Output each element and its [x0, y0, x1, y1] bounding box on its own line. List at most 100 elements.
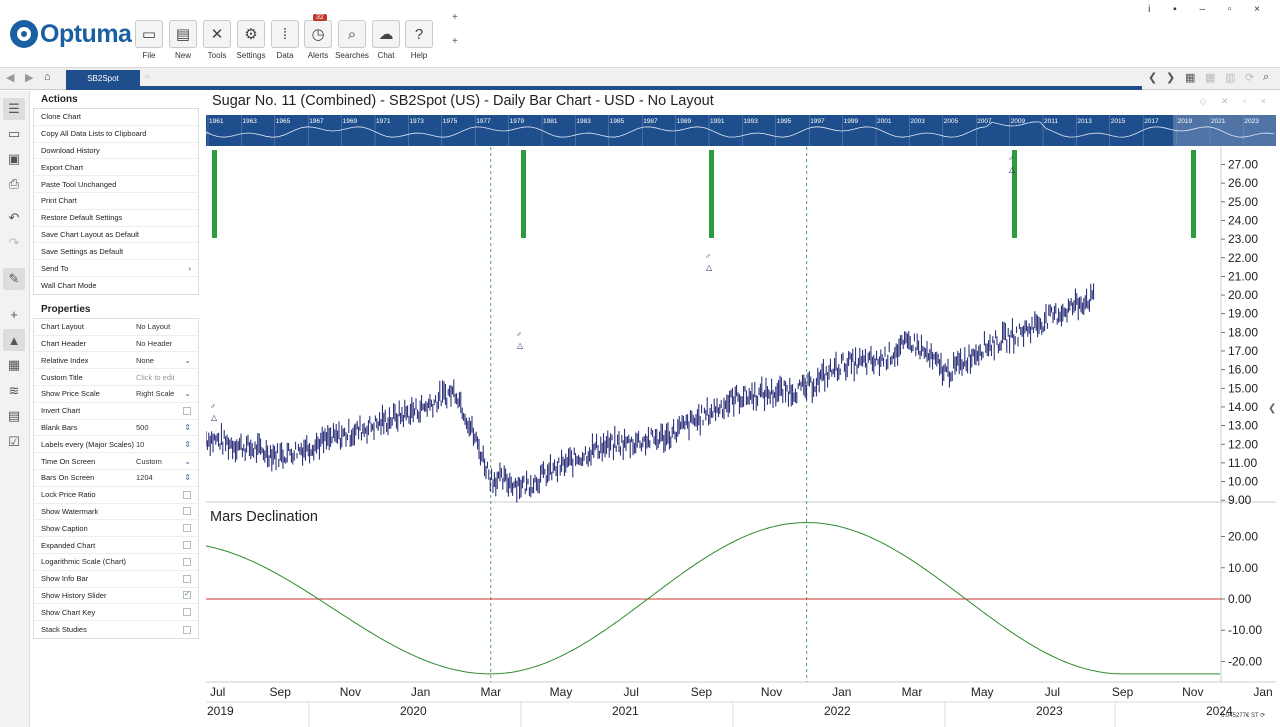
help-icon: ? [405, 20, 433, 48]
stepper-icon[interactable]: ⇕ [184, 439, 191, 449]
action-item[interactable]: Download History [34, 143, 198, 160]
property-value[interactable]: 1204 [136, 473, 153, 483]
property-row[interactable]: Bars On Screen 1204 ⇕ [34, 470, 198, 487]
open-folder-icon[interactable]: ▭ [7, 126, 21, 141]
layout-icon[interactable]: ▦ [1185, 72, 1196, 84]
checklist-icon[interactable]: ☑ [8, 434, 20, 449]
toolbar-file-button[interactable]: ▭ File [134, 20, 164, 60]
toolbar-new-button[interactable]: ▤ New [168, 20, 198, 60]
property-label: Show Watermark [41, 506, 99, 516]
grid-toggle-icon[interactable]: ▦ [7, 357, 21, 372]
history-year-label: 1975 [443, 118, 458, 125]
property-checkbox[interactable] [183, 557, 191, 566]
scroll-left-icon[interactable]: ❮ [1148, 72, 1158, 84]
toolbar-searches-button[interactable]: ⌕ Searches [335, 20, 369, 60]
property-row[interactable]: Show Chart Key [34, 604, 198, 622]
property-value[interactable]: Right Scale [136, 389, 175, 399]
redo-icon[interactable]: ↷ [8, 235, 20, 250]
property-row[interactable]: Lock Price Ratio [34, 487, 198, 504]
property-value[interactable]: No Header [136, 338, 173, 348]
toolbar-alerts-button[interactable]: ◷ 32 Alerts [303, 14, 333, 60]
toolbar-data-button[interactable]: ⁞ Data [270, 20, 300, 60]
action-item[interactable]: Save Settings as Default [34, 243, 198, 261]
property-checkbox[interactable]: ✓ [183, 591, 191, 600]
property-value[interactable]: Custom [136, 456, 162, 466]
toolbar-tools-button[interactable]: ✕ Tools [202, 20, 232, 60]
stepper-icon[interactable]: ⇕ [184, 422, 191, 432]
property-row[interactable]: Show History Slider ✓ [34, 588, 198, 605]
wrench-icon[interactable]: ✎ [3, 268, 25, 290]
property-checkbox[interactable] [183, 524, 191, 533]
action-item[interactable]: Send To › [34, 260, 198, 277]
stepper-icon[interactable]: ⇕ [184, 473, 191, 483]
tab-sb2spot[interactable]: SB2Spot [66, 70, 140, 88]
toolbar-help-button[interactable]: ? Help [404, 20, 434, 60]
property-value[interactable]: No Layout [136, 322, 171, 332]
refresh-icon[interactable]: ⟳ [1245, 72, 1255, 84]
property-value[interactable]: 500 [136, 422, 149, 432]
property-row[interactable]: Show Price Scale Right Scale ⌄ [34, 386, 198, 403]
lock-icon[interactable]: ▲ [3, 329, 25, 351]
search-icon[interactable]: ⌕ [1263, 71, 1270, 83]
property-row[interactable]: Time On Screen Custom ⌄ [34, 453, 198, 470]
property-row[interactable]: Relative Index None ⌄ [34, 352, 198, 370]
property-row[interactable]: Show Watermark [34, 504, 198, 521]
property-checkbox[interactable] [183, 507, 191, 516]
action-item[interactable]: Wall Chart Mode [34, 277, 198, 294]
property-value[interactable]: 10 [136, 439, 145, 449]
property-checkbox[interactable] [183, 406, 191, 415]
back-arrow-icon[interactable]: ◀ [6, 72, 15, 84]
toolbar-label: Searches [335, 51, 369, 60]
property-row[interactable]: Invert Chart [34, 403, 198, 420]
property-row[interactable]: Custom Title Click to edit [34, 369, 198, 386]
property-row[interactable]: Show Caption [34, 520, 198, 538]
chevron-down-icon[interactable]: ⌄ [184, 355, 191, 365]
property-row[interactable]: Labels every (Major Scales) 10 ⇕ [34, 436, 198, 454]
property-row[interactable]: Logarithmic Scale (Chart) [34, 554, 198, 571]
print-icon[interactable]: ⎙ [8, 176, 20, 191]
home-icon[interactable]: ⌂ [44, 71, 51, 83]
history-slider[interactable]: 1961 1963 1965 1967 1969 1971 1973 1975 1977 1979… [206, 115, 1276, 146]
chevron-down-icon[interactable]: ⌄ [184, 456, 191, 466]
stack-icon[interactable]: ≋ [8, 383, 20, 398]
property-value[interactable]: None [136, 355, 154, 365]
save-icon[interactable]: ▣ [7, 151, 21, 166]
property-checkbox[interactable] [183, 608, 191, 617]
toolbar-chat-button[interactable]: ☁ Chat [371, 20, 401, 60]
undo-icon[interactable]: ↶ [8, 210, 20, 225]
property-checkbox[interactable] [183, 541, 191, 550]
property-row[interactable]: Blank Bars 500 ⇕ [34, 420, 198, 437]
grid-icon[interactable]: ▦ [1205, 72, 1216, 84]
property-row[interactable]: Chart Header No Header [34, 336, 198, 353]
scroll-right-icon[interactable]: ❯ [1166, 72, 1176, 84]
tile-icon[interactable]: ▥ [1225, 72, 1236, 84]
add-button-2[interactable]: + [452, 36, 458, 47]
property-row[interactable]: Chart Layout No Layout [34, 319, 198, 336]
chart-canvas[interactable]: ♂ △ ♂ △ ♂ △ ♂ △ 27.00 26.00 25.00 24.00 23.00 22.00 21… [206, 147, 1276, 727]
action-item[interactable]: Copy All Data Lists to Clipboard [34, 126, 198, 143]
property-checkbox[interactable] [183, 574, 191, 583]
chart-header-controls[interactable]: ◇ ✕ ▫ × [1199, 96, 1272, 106]
forward-arrow-icon[interactable]: ▶ [25, 72, 34, 84]
property-checkbox[interactable] [183, 490, 191, 499]
chevron-down-icon[interactable]: ⌄ [184, 389, 191, 399]
property-checkbox[interactable] [183, 625, 191, 634]
window-controls[interactable]: i ▪ – ▫ × [1148, 4, 1270, 15]
crosshair-icon[interactable]: + [10, 306, 18, 322]
new-tab-icon[interactable]: ▫ [145, 71, 149, 83]
property-row[interactable]: Stack Studies [34, 621, 198, 638]
action-item[interactable]: Restore Default Settings [34, 210, 198, 227]
properties-panel-icon[interactable]: ☰ [3, 98, 25, 120]
action-item[interactable]: Export Chart [34, 159, 198, 177]
action-item[interactable]: Clone Chart [34, 109, 198, 126]
document-icon[interactable]: ▤ [7, 408, 21, 423]
toolbar-settings-button[interactable]: ⚙ Settings [236, 20, 266, 60]
chat-icon: ☁ [372, 20, 400, 48]
property-row[interactable]: Show Info Bar [34, 571, 198, 588]
property-row[interactable]: Expanded Chart [34, 537, 198, 554]
action-item[interactable]: Paste Tool Unchanged [34, 176, 198, 193]
action-item[interactable]: Save Chart Layout as Default [34, 227, 198, 244]
action-item[interactable]: Print Chart [34, 193, 198, 210]
add-button-1[interactable]: + [452, 12, 458, 23]
property-value[interactable]: Click to edit [136, 372, 175, 382]
